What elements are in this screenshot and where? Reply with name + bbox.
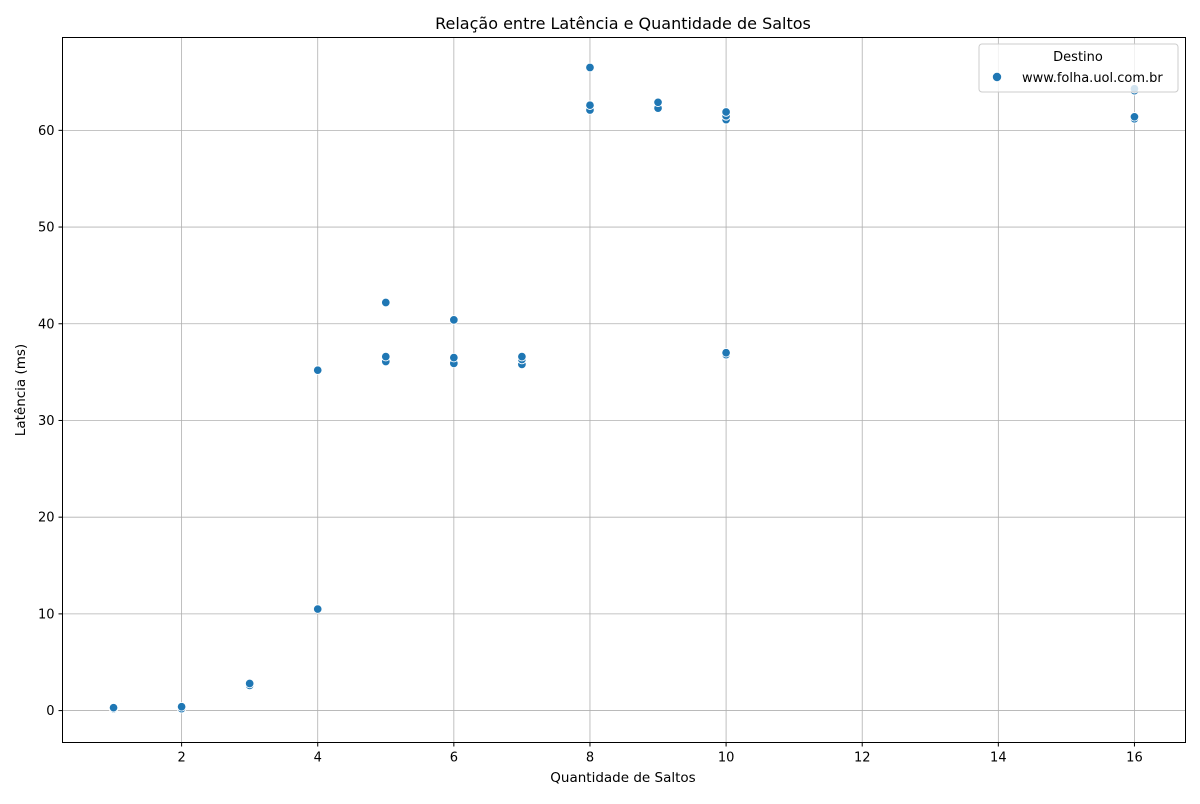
chart-title: Relação entre Latência e Quantidade de S… [435,14,811,33]
y-axis-title: Latência (ms) [13,344,29,436]
grid-layer [62,37,1186,743]
x-tick-label: 8 [586,751,594,766]
y-tick-label: 30 [38,414,55,429]
data-point [381,351,391,362]
data-point [244,678,255,689]
data-point [312,604,323,614]
legend-box [978,43,1179,93]
y-tick-label: 20 [38,511,55,526]
data-point [312,365,323,375]
ticks-layer: 2 4 6 8 10 12 14 16 0 10 20 30 40 50 60 [38,124,1143,766]
plot-frame [62,37,1186,743]
data-point [381,297,391,308]
x-tick-label: 14 [990,751,1007,766]
data-point [176,701,187,712]
legend-label: www.folha.uol.com.br [1022,71,1163,86]
data-point [653,97,663,108]
y-tick-label: 40 [38,317,55,332]
x-tick-label: 10 [718,751,735,766]
y-tick-label: 0 [46,704,54,719]
x-tick-label: 4 [314,751,322,766]
data-point [1129,112,1140,122]
points-layer [108,62,1140,714]
data-point [721,107,731,117]
legend-title: Destino [1053,50,1103,65]
y-tick-label: 60 [38,124,55,139]
x-axis-title: Quantidade de Saltos [550,770,695,786]
data-point [108,702,119,713]
data-point [449,352,459,363]
x-tick-label: 16 [1126,751,1143,766]
data-point [585,62,595,73]
data-point [585,100,595,110]
y-tick-label: 10 [38,607,55,622]
x-tick-label: 6 [450,751,458,766]
x-tick-label: 12 [854,751,871,766]
data-point [517,351,527,362]
legend: Destino www.folha.uol.com.br [978,43,1179,93]
data-point [721,348,731,358]
x-tick-label: 2 [177,751,185,766]
y-tick-label: 50 [38,221,55,236]
data-point [449,315,459,325]
legend-marker [992,72,1002,82]
